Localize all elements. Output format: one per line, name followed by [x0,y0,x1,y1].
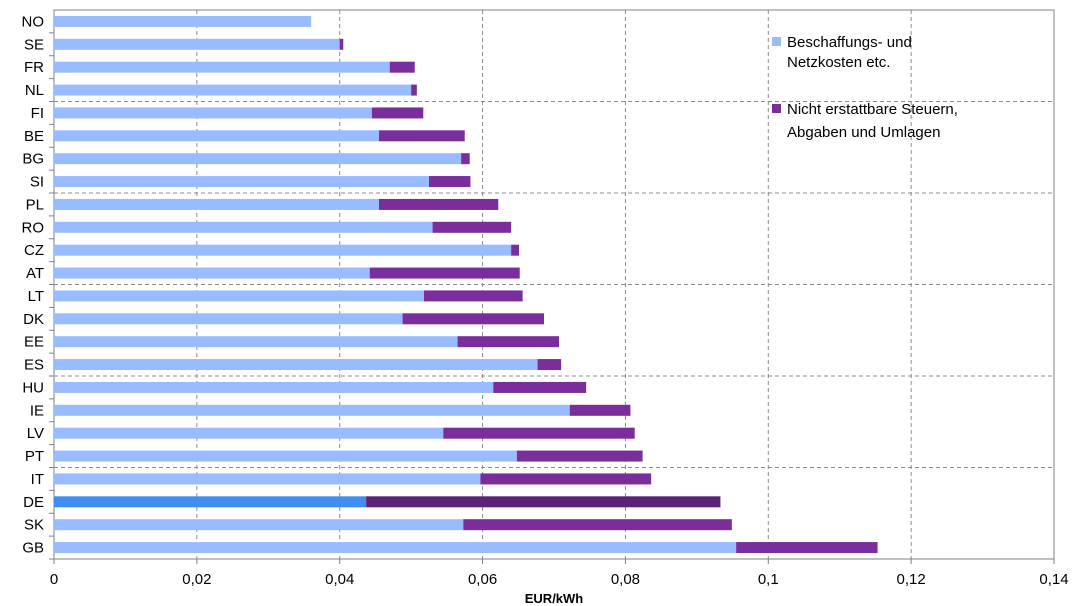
y-label-lv: LV [27,425,44,442]
y-label-bg: BG [22,151,44,168]
bar-hu-series-0 [54,381,494,393]
bar-it-series-0 [54,473,481,485]
bar-lv-series-0 [54,427,444,439]
bar-cz-series-0 [54,244,512,256]
y-label-ie: IE [30,402,44,419]
bar-gb-series-1 [736,542,878,554]
bar-nl-series-1 [411,84,417,96]
legend-swatch-taxes [772,104,781,113]
y-label-fr: FR [24,59,44,76]
x-tick-label: 0 [50,571,58,588]
legend-label-procurement-line1: Beschaffungs- und [787,34,912,51]
bar-de-series-0 [54,496,367,508]
bar-sk-series-1 [463,519,732,531]
y-label-pl: PL [26,196,44,213]
bar-ro-series-1 [432,221,512,233]
x-axis-ticks: 0 0,02 0,04 0,06 0,08 0,1 0,12 0,14 [50,559,1069,588]
bar-si-series-1 [429,176,471,188]
group-separators [54,101,1054,468]
bar-ie-series-1 [569,404,631,416]
y-label-lt: LT [28,288,44,305]
bar-pt-series-0 [54,450,517,462]
bar-es-series-0 [54,359,538,371]
bar-fi-series-0 [54,107,372,119]
y-label-se: SE [24,36,44,53]
bar-pl-series-0 [54,198,379,210]
y-label-sk: SK [24,517,44,534]
bar-hu-series-1 [493,381,587,393]
bar-de-series-1 [366,496,721,508]
y-label-no: NO [22,13,45,30]
bar-ee-series-1 [457,336,559,348]
bar-dk-series-0 [54,313,403,325]
bar-at-series-1 [369,267,520,279]
x-tick-label: 0,02 [182,571,211,588]
bar-cz-series-1 [511,244,519,256]
bar-ie-series-0 [54,404,570,416]
bar-gb-series-0 [54,542,737,554]
bar-ro-series-0 [54,221,433,233]
y-label-at: AT [26,265,44,282]
x-axis-title: EUR/kWh [525,591,584,606]
bar-nl-series-0 [54,84,412,96]
y-label-hu: HU [22,379,44,396]
bar-bg-series-0 [54,153,462,165]
y-label-dk: DK [23,311,44,328]
bar-lt-series-1 [424,290,523,302]
y-axis-labels: NO SE FR NL FI BE BG SI PL RO CZ AT LT DK EE ES HU IE LV PT… [22,13,54,560]
y-label-fi: FI [31,105,44,122]
bar-pt-series-1 [516,450,643,462]
bar-es-series-1 [537,359,562,371]
y-label-ee: EE [24,334,44,351]
y-label-pt: PT [25,448,44,465]
y-label-es: ES [24,357,44,374]
bar-pl-series-1 [379,198,499,210]
legend: Beschaffungs- und Netzkosten etc. Nicht … [772,34,958,141]
bar-ee-series-0 [54,336,458,348]
bar-no-series-0 [54,15,312,27]
legend-label-procurement-line2: Netzkosten etc. [787,54,890,71]
bar-se-series-0 [54,38,340,50]
bar-at-series-0 [54,267,370,279]
bar-dk-series-1 [402,313,544,325]
bar-be-series-0 [54,130,379,142]
legend-label-taxes-line1: Nicht erstattbare Steuern, [787,101,958,118]
y-label-si: SI [30,174,44,191]
x-tick-label: 0,14 [1039,571,1068,588]
bar-fi-series-1 [371,107,424,119]
bar-be-series-1 [379,130,465,142]
bar-se-series-1 [339,38,344,50]
x-tick-label: 0,06 [468,571,497,588]
x-tick-label: 0,12 [897,571,926,588]
y-label-it: IT [31,471,44,488]
x-tick-label: 0,04 [325,571,354,588]
y-label-nl: NL [25,82,44,99]
x-tick-label: 0,08 [611,571,640,588]
y-label-cz: CZ [24,242,44,259]
bar-bg-series-1 [461,153,470,165]
bar-lt-series-0 [54,290,424,302]
y-label-be: BE [24,128,44,145]
legend-label-taxes-line2: Abgaben und Umlagen [787,124,940,141]
bar-si-series-0 [54,176,429,188]
legend-swatch-procurement [772,37,781,46]
y-label-gb: GB [22,540,44,557]
bar-sk-series-0 [54,519,464,531]
y-label-ro: RO [22,219,45,236]
bar-fr-series-0 [54,61,390,73]
bar-it-series-1 [480,473,652,485]
x-tick-label: 0,1 [758,571,779,588]
bar-lv-series-1 [443,427,635,439]
bar-fr-series-1 [389,61,415,73]
bars [54,15,878,554]
y-label-de: DE [23,494,44,511]
